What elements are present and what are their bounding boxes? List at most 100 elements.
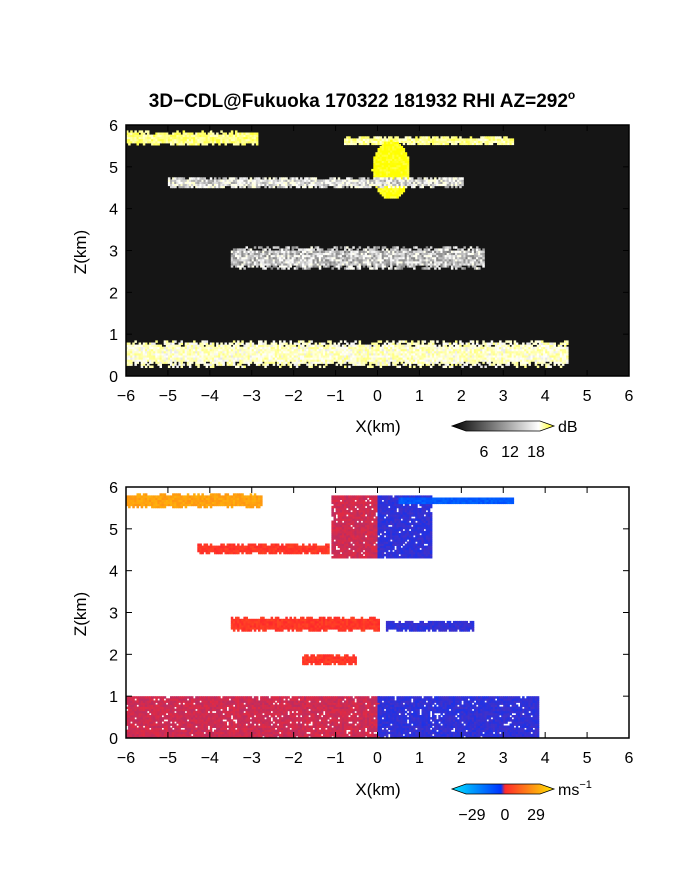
- reflectivity-cell: [383, 357, 387, 360]
- reflectivity-cell: [159, 361, 162, 364]
- reflectivity-cell: [159, 350, 162, 354]
- reflectivity-cell: [476, 246, 479, 249]
- reflectivity-cell: [400, 361, 404, 364]
- reflectivity-cell: [184, 179, 188, 182]
- reflectivity-cell: [186, 181, 190, 184]
- reflectivity-cell: [327, 258, 330, 262]
- reflectivity-cell: [346, 348, 349, 352]
- reflectivity-cell: [247, 346, 251, 350]
- reflectivity-cell: [207, 140, 211, 144]
- reflectivity-cell: [339, 359, 343, 362]
- reflectivity-cell: [157, 348, 160, 352]
- reflectivity-cell: [354, 250, 357, 253]
- reflectivity-cell: [348, 365, 351, 368]
- reflectivity-cell: [302, 252, 305, 256]
- reflectivity-cell: [438, 363, 441, 366]
- reflectivity-cell: [235, 265, 238, 268]
- reflectivity-cell: [461, 348, 464, 352]
- reflectivity-cell: [553, 344, 556, 348]
- reflectivity-cell: [358, 265, 362, 268]
- reflectivity-cell: [354, 363, 357, 366]
- reflectivity-cell: [455, 250, 458, 253]
- reflectivity-cell: [232, 346, 236, 350]
- reflectivity-cell: [232, 350, 236, 354]
- reflectivity-cell: [375, 252, 378, 256]
- reflectivity-cell: [534, 359, 538, 362]
- reflectivity-cell: [232, 340, 236, 343]
- reflectivity-cell: [429, 353, 433, 356]
- reflectivity-cell: [421, 342, 424, 345]
- reflectivity-cell: [266, 256, 269, 260]
- reflectivity-cell: [239, 258, 242, 262]
- reflectivity-cell: [230, 355, 234, 358]
- reflectivity-cell: [325, 254, 328, 258]
- reflectivity-cell: [438, 183, 441, 187]
- reflectivity-cell: [174, 134, 177, 138]
- reflectivity-cell: [383, 187, 387, 191]
- reflectivity-cell: [306, 177, 309, 180]
- reflectivity-cell: [153, 143, 156, 146]
- reflectivity-cell: [536, 350, 540, 354]
- reflectivity-cell: [473, 359, 477, 362]
- reflectivity-cell: [354, 252, 357, 256]
- reflectivity-cell: [318, 342, 322, 345]
- reflectivity-cell: [151, 143, 154, 146]
- reflectivity-cell: [427, 138, 431, 141]
- reflectivity-cell: [138, 138, 142, 142]
- reflectivity-cell: [253, 353, 257, 356]
- reflectivity-cell: [377, 357, 380, 360]
- reflectivity-cell: [337, 357, 341, 360]
- reflectivity-cell: [375, 140, 378, 143]
- reflectivity-cell: [174, 359, 177, 362]
- reflectivity-cell: [318, 355, 322, 358]
- reflectivity-cell: [509, 357, 512, 360]
- reflectivity-cell: [348, 248, 351, 251]
- reflectivity-cell: [222, 134, 225, 138]
- reflectivity-cell: [358, 350, 362, 354]
- reflectivity-cell: [388, 348, 391, 352]
- reflectivity-cell: [188, 136, 192, 140]
- reflectivity-cell: [482, 357, 485, 360]
- reflectivity-cell: [530, 359, 533, 362]
- reflectivity-cell: [385, 194, 389, 197]
- reflectivity-cell: [314, 183, 318, 187]
- reflectivity-cell: [478, 350, 481, 354]
- reflectivity-cell: [144, 140, 148, 144]
- reflectivity-cell: [167, 350, 171, 354]
- reflectivity-cell: [255, 353, 259, 356]
- reflectivity-cell: [522, 363, 525, 366]
- reflectivity-cell: [182, 136, 186, 140]
- reflectivity-cell: [377, 154, 380, 157]
- reflectivity-cell: [180, 138, 183, 142]
- reflectivity-cell: [411, 265, 414, 268]
- reflectivity-cell: [509, 138, 512, 141]
- reflectivity-cell: [270, 250, 274, 253]
- reflectivity-cell: [155, 138, 158, 142]
- reflectivity-cell: [469, 256, 473, 260]
- reflectivity-cell: [344, 267, 347, 270]
- reflectivity-cell: [480, 261, 483, 264]
- reflectivity-cell: [373, 359, 376, 362]
- reflectivity-cell: [260, 340, 263, 343]
- reflectivity-cell: [218, 350, 221, 354]
- reflectivity-cell: [245, 355, 248, 358]
- reflectivity-cell: [379, 263, 383, 266]
- reflectivity-cell: [312, 346, 315, 350]
- reflectivity-cell: [413, 185, 416, 189]
- reflectivity-cell: [425, 181, 429, 184]
- reflectivity-cell: [197, 138, 200, 142]
- reflectivity-cell: [440, 256, 443, 260]
- reflectivity-cell: [245, 258, 248, 262]
- reflectivity-cell: [383, 258, 387, 262]
- reflectivity-cell: [172, 134, 175, 138]
- reflectivity-cell: [253, 256, 257, 260]
- reflectivity-cell: [528, 344, 531, 348]
- reflectivity-cell: [276, 363, 280, 366]
- reflectivity-cell: [377, 185, 380, 189]
- reflectivity-cell: [371, 346, 374, 350]
- reflectivity-cell: [333, 357, 336, 360]
- reflectivity-cell: [532, 346, 536, 350]
- reflectivity-cell: [266, 183, 269, 187]
- reflectivity-cell: [243, 258, 246, 262]
- reflectivity-cell: [450, 353, 454, 356]
